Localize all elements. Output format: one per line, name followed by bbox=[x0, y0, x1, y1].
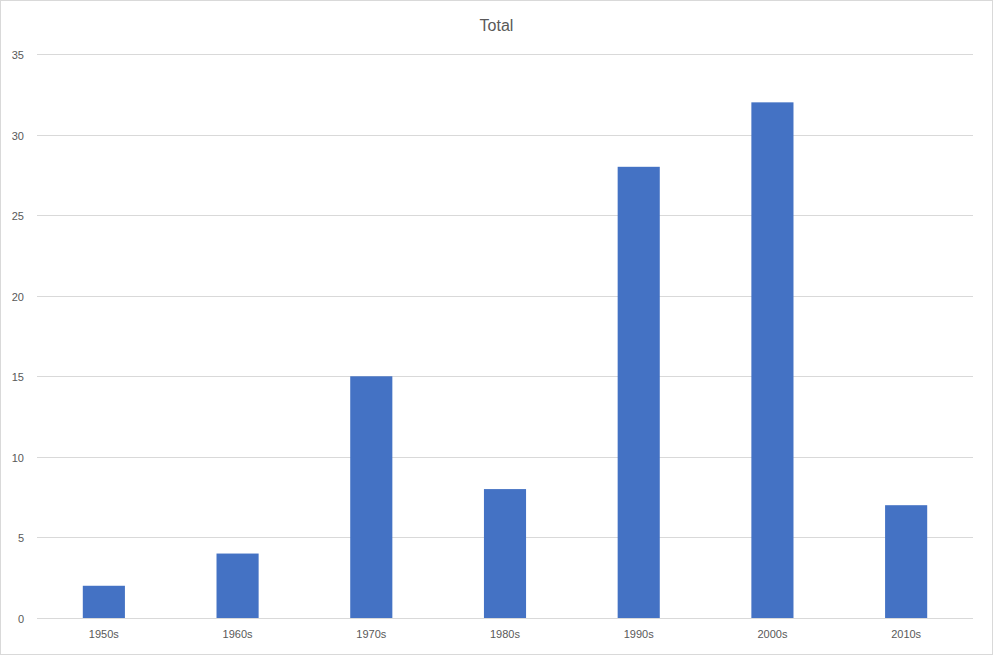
grid-line bbox=[37, 54, 973, 55]
y-tick-label: 10 bbox=[12, 452, 24, 464]
x-tick-label: 1990s bbox=[624, 628, 654, 640]
grid-line bbox=[37, 296, 973, 297]
bars bbox=[83, 102, 927, 618]
grid-line bbox=[37, 135, 973, 136]
x-tick-label: 1980s bbox=[490, 628, 520, 640]
grid-line bbox=[37, 215, 973, 216]
y-tick-label: 30 bbox=[12, 130, 24, 142]
x-tick-label: 1960s bbox=[223, 628, 253, 640]
bar bbox=[885, 505, 927, 618]
y-tick-label: 0 bbox=[18, 613, 24, 625]
x-tick-label: 2000s bbox=[757, 628, 787, 640]
chart: Total 0 5 10 15 20 25 30 35 1950s 1960s 1970s 1980s 1… bbox=[0, 0, 993, 655]
y-tick-label: 15 bbox=[12, 371, 24, 383]
chart-title: Total bbox=[480, 17, 514, 34]
x-tick-label: 2010s bbox=[891, 628, 921, 640]
x-tick-label: 1970s bbox=[356, 628, 386, 640]
bar bbox=[83, 586, 125, 618]
grid-line bbox=[37, 376, 973, 377]
y-tick-label: 5 bbox=[18, 532, 24, 544]
bar bbox=[751, 102, 793, 618]
chart-border bbox=[1, 1, 993, 655]
bar bbox=[484, 489, 526, 618]
grid-line bbox=[37, 457, 973, 458]
y-tick-label: 20 bbox=[12, 291, 24, 303]
y-tick-label: 25 bbox=[12, 210, 24, 222]
bar bbox=[350, 376, 392, 618]
bar bbox=[217, 554, 259, 618]
y-tick-label: 35 bbox=[12, 49, 24, 61]
bar bbox=[618, 167, 660, 618]
x-tick-label: 1950s bbox=[89, 628, 119, 640]
grid-line bbox=[37, 618, 973, 619]
